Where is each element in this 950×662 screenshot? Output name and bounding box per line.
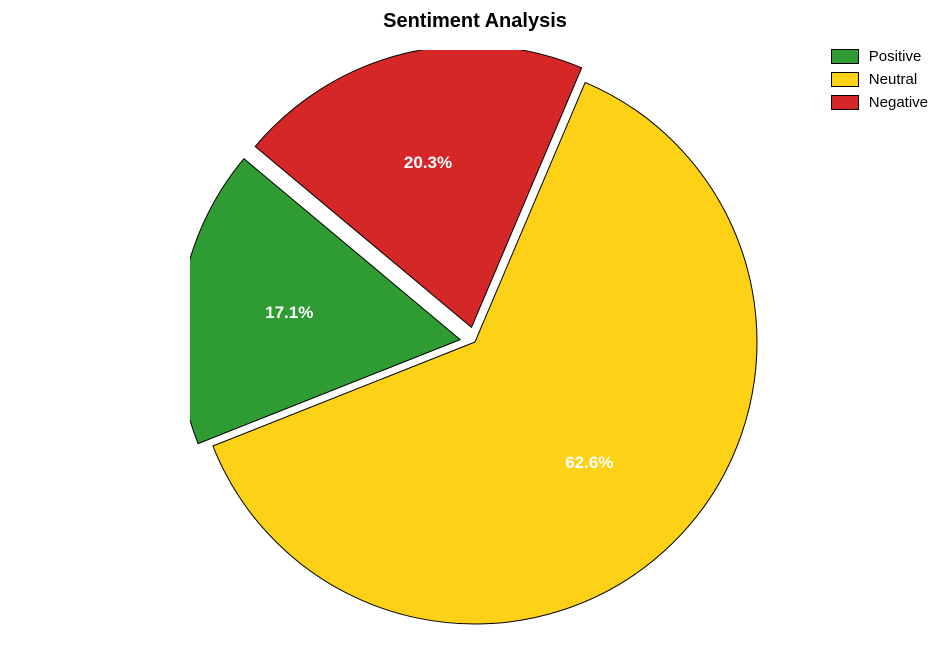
legend-item-negative: Negative bbox=[831, 94, 928, 111]
legend-swatch-positive bbox=[831, 49, 859, 64]
pie-chart-svg bbox=[190, 50, 760, 630]
legend-item-positive: Positive bbox=[831, 48, 928, 65]
legend: Positive Neutral Negative bbox=[831, 48, 928, 117]
legend-label-negative: Negative bbox=[869, 94, 928, 111]
legend-label-neutral: Neutral bbox=[869, 71, 917, 88]
legend-label-positive: Positive bbox=[869, 48, 922, 65]
legend-item-neutral: Neutral bbox=[831, 71, 928, 88]
legend-swatch-neutral bbox=[831, 72, 859, 87]
chart-title: Sentiment Analysis bbox=[0, 10, 950, 33]
pie-chart-container bbox=[190, 50, 760, 630]
legend-swatch-negative bbox=[831, 95, 859, 110]
